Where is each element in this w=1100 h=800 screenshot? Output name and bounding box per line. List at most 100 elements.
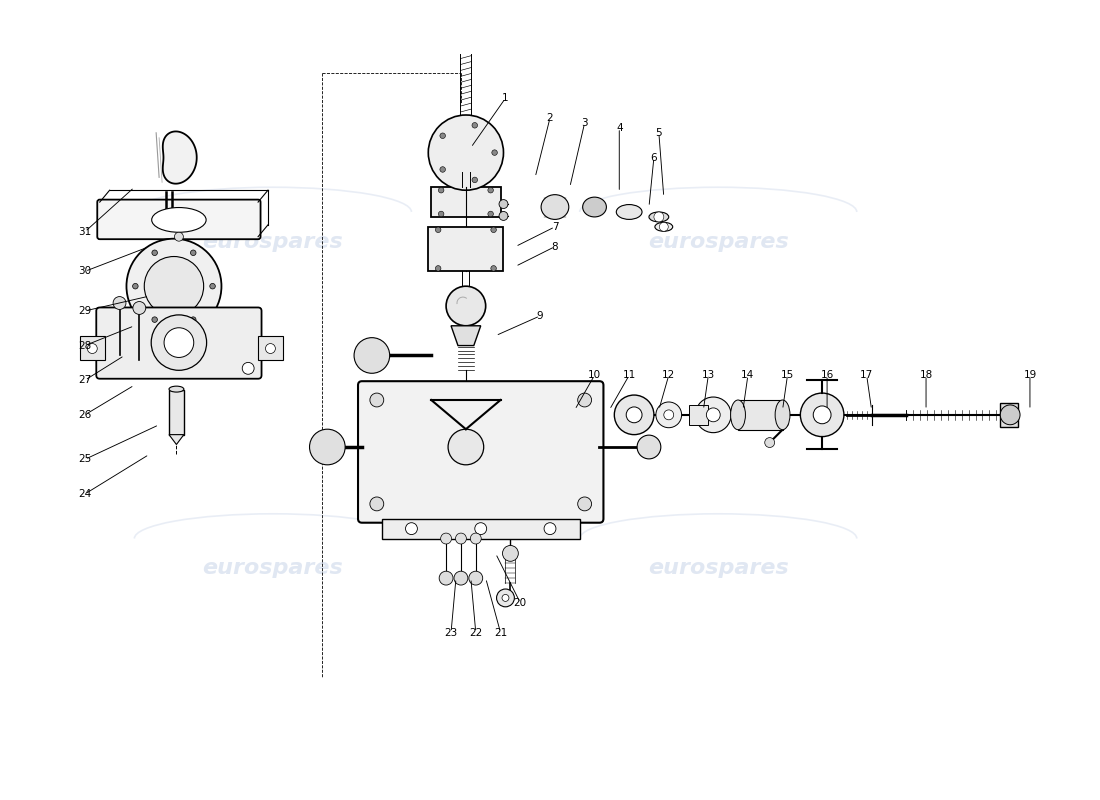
Circle shape (210, 283, 216, 289)
Circle shape (164, 328, 194, 358)
Circle shape (151, 315, 207, 370)
Circle shape (126, 238, 221, 334)
Circle shape (190, 317, 196, 322)
Polygon shape (451, 326, 481, 346)
Circle shape (472, 122, 477, 128)
Circle shape (87, 343, 97, 354)
Text: 12: 12 (662, 370, 675, 380)
Text: 15: 15 (781, 370, 794, 380)
Text: 1: 1 (503, 93, 509, 103)
Text: 19: 19 (1023, 370, 1036, 380)
Circle shape (152, 250, 157, 255)
Circle shape (813, 406, 830, 424)
Circle shape (472, 177, 477, 182)
Text: 14: 14 (741, 370, 755, 380)
Text: 23: 23 (444, 627, 458, 638)
Bar (382, 518, 580, 538)
Circle shape (447, 286, 486, 326)
Circle shape (578, 393, 592, 407)
Circle shape (133, 283, 139, 289)
Circle shape (764, 438, 774, 447)
Polygon shape (163, 131, 197, 184)
Circle shape (499, 211, 508, 220)
Circle shape (469, 571, 483, 585)
Circle shape (695, 397, 732, 433)
Circle shape (436, 266, 441, 271)
Text: 30: 30 (78, 266, 91, 276)
Circle shape (503, 546, 518, 562)
FancyBboxPatch shape (97, 200, 261, 239)
Circle shape (175, 232, 184, 241)
Circle shape (190, 250, 196, 255)
Text: 29: 29 (78, 306, 91, 316)
Circle shape (491, 227, 496, 233)
Circle shape (488, 211, 494, 217)
Text: 21: 21 (494, 627, 507, 638)
Bar (738, 400, 782, 430)
Text: 3: 3 (581, 118, 587, 128)
Circle shape (265, 343, 275, 354)
Circle shape (499, 200, 508, 209)
Bar (689, 405, 708, 425)
Text: 22: 22 (470, 627, 483, 638)
Circle shape (439, 571, 453, 585)
Text: 6: 6 (650, 153, 657, 162)
Ellipse shape (541, 194, 569, 219)
Ellipse shape (152, 207, 206, 232)
FancyBboxPatch shape (358, 381, 604, 522)
Ellipse shape (649, 212, 669, 222)
Circle shape (309, 429, 345, 465)
Text: 2: 2 (547, 113, 553, 123)
Circle shape (653, 212, 663, 222)
Text: 4: 4 (616, 123, 623, 133)
Text: 9: 9 (537, 311, 543, 321)
Circle shape (656, 402, 682, 428)
Text: 26: 26 (78, 410, 91, 420)
Text: eurospares: eurospares (202, 232, 343, 252)
Circle shape (440, 133, 446, 138)
Text: 16: 16 (821, 370, 834, 380)
Text: 27: 27 (78, 375, 91, 386)
Text: eurospares: eurospares (648, 558, 789, 578)
Text: 18: 18 (920, 370, 933, 380)
Circle shape (496, 589, 515, 607)
Circle shape (448, 429, 484, 465)
Circle shape (663, 410, 673, 420)
Polygon shape (169, 434, 184, 445)
Circle shape (455, 533, 466, 544)
Text: 5: 5 (656, 128, 662, 138)
Ellipse shape (654, 222, 673, 231)
Circle shape (242, 362, 254, 374)
Circle shape (801, 393, 844, 437)
Ellipse shape (776, 400, 790, 430)
Text: 17: 17 (860, 370, 873, 380)
Circle shape (113, 297, 127, 310)
Circle shape (354, 338, 389, 374)
Circle shape (475, 522, 486, 534)
Text: eurospares: eurospares (648, 232, 789, 252)
Circle shape (454, 571, 467, 585)
Circle shape (614, 395, 653, 434)
Circle shape (370, 497, 384, 511)
Ellipse shape (433, 144, 498, 162)
Text: 7: 7 (551, 222, 559, 232)
Circle shape (406, 522, 417, 534)
Bar (258, 336, 283, 361)
Circle shape (578, 497, 592, 511)
Bar (169, 390, 184, 434)
Circle shape (488, 187, 494, 193)
Text: 11: 11 (623, 370, 636, 380)
Circle shape (1000, 405, 1020, 425)
Circle shape (439, 187, 444, 193)
Text: 24: 24 (78, 489, 91, 499)
Circle shape (706, 408, 721, 422)
Circle shape (428, 115, 504, 190)
Bar (80, 336, 104, 361)
Bar (428, 227, 504, 271)
Circle shape (659, 222, 669, 231)
Bar (431, 187, 500, 217)
Ellipse shape (616, 205, 642, 219)
Text: 31: 31 (78, 226, 91, 237)
Text: 28: 28 (78, 341, 91, 350)
Text: 10: 10 (588, 370, 601, 380)
